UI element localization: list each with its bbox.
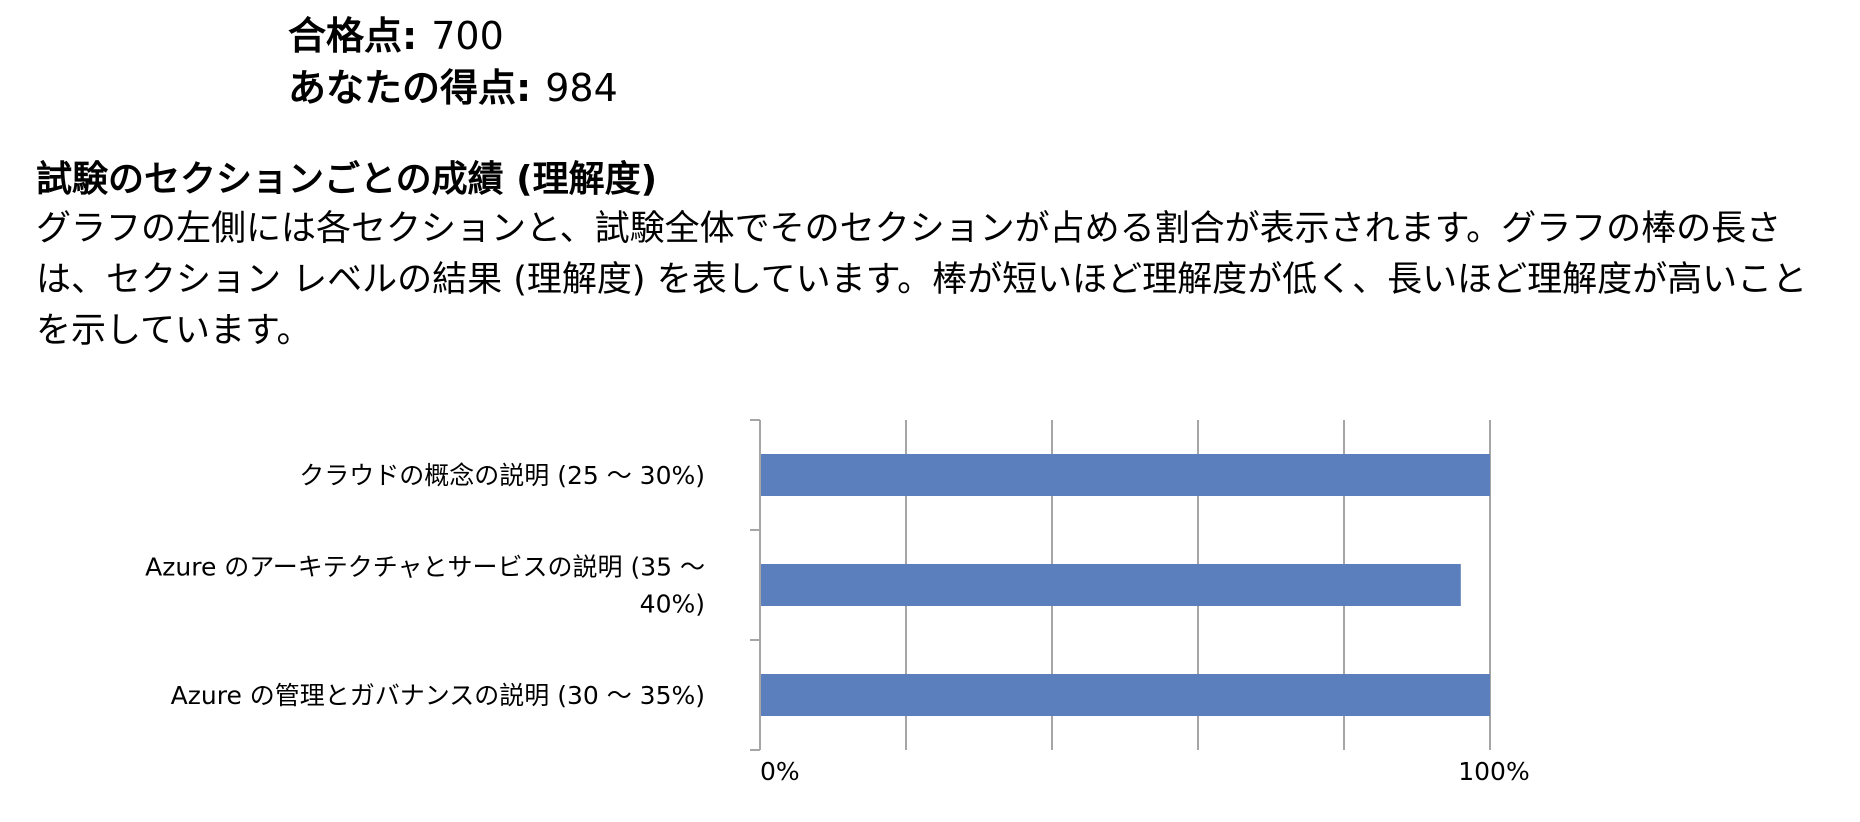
your-score-value: 984 — [545, 66, 618, 110]
bar-0 — [760, 454, 1490, 496]
passing-score-label: 合格点 — [288, 14, 403, 58]
category-label-1-line-0: Azure のアーキテクチャとサービスの説明 (35 ～ — [145, 553, 705, 582]
category-label-2: Azure の管理とガバナンスの説明 (30 ～ 35%) — [171, 681, 705, 710]
x-tick-label-0: 0% — [760, 757, 800, 786]
your-score-label: あなたの得点 — [288, 66, 517, 110]
your-score-colon: : — [516, 66, 532, 110]
category-label-0: クラウドの概念の説明 (25 ～ 30%) — [299, 461, 705, 490]
section-title: 試験のセクションごとの成績 (理解度) — [36, 159, 658, 200]
category-label-1-line-1: 40%) — [640, 590, 705, 619]
category-label-1: Azure のアーキテクチャとサービスの説明 (35 ～ 40%) — [145, 553, 705, 619]
passing-score-value: 700 — [431, 14, 504, 58]
score-block: 合格点: 700 あなたの得点: 984 — [288, 10, 618, 114]
category-label-0-line-0: クラウドの概念の説明 (25 ～ 30%) — [299, 461, 705, 490]
your-score-row: あなたの得点: 984 — [288, 62, 618, 114]
bar-2 — [760, 674, 1490, 716]
passing-score-row: 合格点: 700 — [288, 10, 618, 62]
passing-score-colon: : — [402, 14, 418, 58]
section-description: グラフの左側には各セクションと、試験全体でそのセクションが占める割合が表示されま… — [36, 209, 1808, 351]
bar-1 — [760, 564, 1461, 606]
section-performance-chart: クラウドの概念の説明 (25 ～ 30%) Azure のアーキテクチャとサービス… — [145, 419, 1530, 786]
x-tick-label-1: 100% — [1458, 757, 1529, 786]
category-label-2-line-0: Azure の管理とガバナンスの説明 (30 ～ 35%) — [171, 681, 705, 710]
